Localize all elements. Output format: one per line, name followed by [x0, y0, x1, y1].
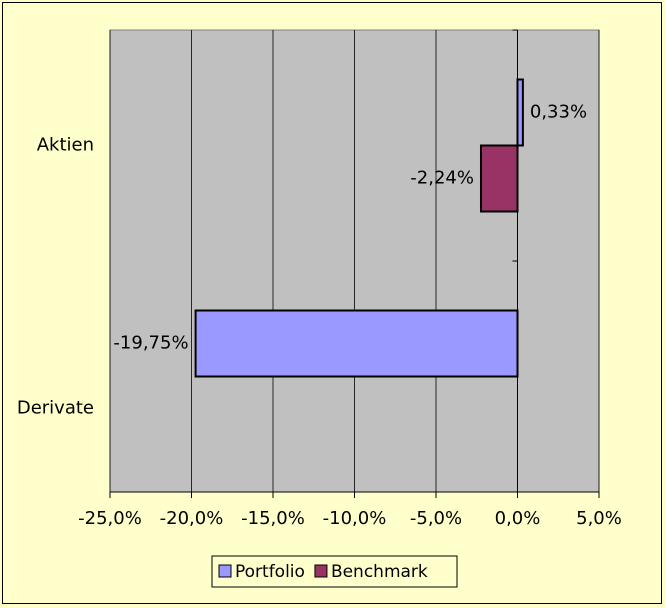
data-labels: 0,33% -2,24% -19,75% [113, 102, 587, 354]
data-label: -2,24% [410, 168, 474, 189]
x-tick-label: -20,0% [160, 508, 224, 529]
legend: Portfolio Benchmark [211, 555, 458, 588]
category-label: Aktien [37, 135, 94, 156]
data-label: 0,33% [530, 102, 587, 123]
axes: Aktien Derivate -25,0% -20,0% -15,0% -10,0% -5… [17, 29, 622, 529]
bar-benchmark-aktien [479, 144, 519, 213]
legend-label-benchmark: Benchmark [331, 562, 428, 582]
bar-portfolio-derivate [194, 309, 519, 378]
bar-portfolio-aktien [516, 78, 524, 147]
x-tick-label: -15,0% [241, 508, 305, 529]
data-label: -19,75% [113, 333, 188, 354]
legend-swatch-portfolio [218, 564, 232, 578]
x-tick-label: 5,0% [576, 508, 622, 529]
legend-swatch-benchmark [314, 564, 328, 578]
legend-box [211, 555, 458, 588]
legend-label-portfolio: Portfolio [235, 562, 305, 582]
category-label: Derivate [17, 398, 94, 419]
x-tick-label: -25,0% [78, 508, 142, 529]
x-tick-label: 0,0% [495, 508, 541, 529]
bars [194, 78, 524, 378]
x-tick-label: -10,0% [323, 508, 387, 529]
x-tick-label: -5,0% [410, 508, 462, 529]
